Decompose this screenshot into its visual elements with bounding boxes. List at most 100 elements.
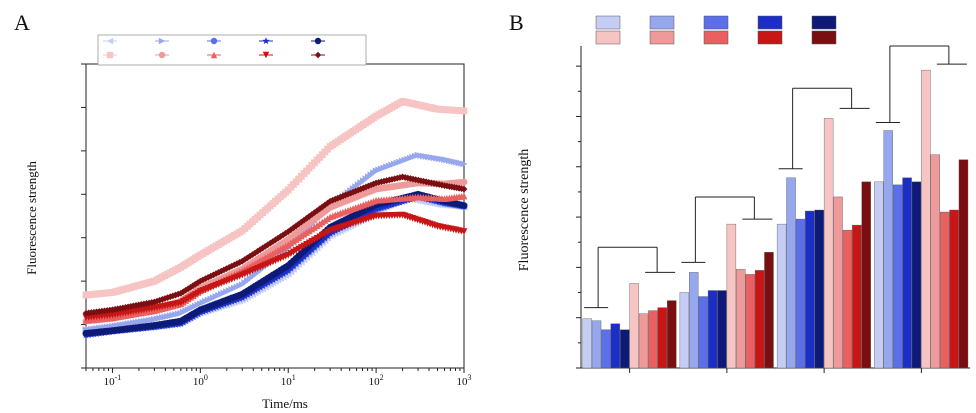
- series-marker: [460, 202, 468, 209]
- bar-ck4-o: [591, 320, 602, 369]
- series-marker: [297, 254, 306, 263]
- series-marker: [334, 194, 342, 202]
- legend-marker-tr13: [314, 51, 322, 59]
- chart-a-ylabel: Fluorescence strength: [24, 161, 39, 275]
- series-marker: [279, 269, 288, 278]
- bar-tr4-i: [833, 196, 843, 369]
- series-marker: [318, 236, 327, 244]
- x-tick-label: 103: [457, 373, 472, 388]
- series-marker: [284, 228, 292, 236]
- chart-b-bars: [582, 69, 969, 369]
- bar-ck4-p: [883, 130, 893, 369]
- bar-ck13-o: [620, 329, 630, 369]
- series-marker: [307, 245, 316, 254]
- bar-tr4-j: [736, 269, 746, 369]
- bar-tr10-j: [754, 270, 765, 369]
- series-marker: [269, 275, 277, 283]
- series-marker: [300, 230, 308, 238]
- series-marker: [367, 181, 375, 189]
- bar-tr4-o: [638, 313, 649, 369]
- chart-b-significance: [584, 45, 967, 309]
- series-marker: [315, 238, 324, 247]
- series-marker: [321, 216, 329, 224]
- series-marker: [460, 228, 468, 236]
- series-marker: [192, 280, 199, 288]
- series-marker: [460, 178, 468, 186]
- series-marker: [289, 261, 298, 270]
- series-marker: [282, 229, 290, 237]
- series-marker: [372, 204, 380, 213]
- x-tick-label: 10-1: [104, 373, 122, 388]
- series-marker: [263, 278, 272, 286]
- series-marker: [311, 209, 318, 217]
- bar-tr10-p: [949, 209, 959, 369]
- series-marker: [460, 192, 468, 200]
- series-marker: [184, 285, 192, 293]
- series-marker: [303, 229, 310, 236]
- series-marker: [261, 280, 270, 288]
- bar-ck7-i: [795, 218, 806, 369]
- series-marker: [377, 203, 386, 211]
- x-tick-label: 102: [369, 373, 384, 388]
- series-marker: [310, 243, 319, 251]
- series-marker: [297, 232, 305, 240]
- series-marker: [318, 218, 326, 226]
- bar-tr7-o: [648, 310, 658, 369]
- bar-ck4-i: [786, 177, 796, 369]
- legend-swatch-ck13: [811, 15, 837, 30]
- legend-swatch-tr7: [703, 30, 729, 45]
- series-marker: [359, 211, 368, 220]
- series-marker: [294, 257, 303, 265]
- legend-marker-ck1: [106, 37, 114, 45]
- series-marker: [238, 257, 246, 265]
- bar-tr13-o: [667, 300, 677, 369]
- bar-tr7-j: [745, 274, 755, 369]
- series-marker: [326, 197, 334, 205]
- bar-ck10-j: [707, 290, 718, 369]
- series-marker: [313, 240, 321, 249]
- legend-swatch-ck4: [649, 15, 675, 30]
- series-marker: [179, 288, 187, 296]
- series-marker: [290, 224, 297, 232]
- series-marker: [286, 264, 295, 272]
- series-marker: [194, 279, 202, 287]
- significance-bracket: [681, 196, 773, 263]
- series-marker: [292, 259, 300, 268]
- series-marker: [266, 277, 275, 285]
- series-marker: [305, 213, 313, 220]
- series-marker: [369, 206, 378, 214]
- series-marker: [212, 270, 220, 278]
- bar-tr10-o: [657, 307, 668, 369]
- bar-ck1-p: [874, 181, 884, 369]
- series-marker: [364, 209, 373, 217]
- series-marker: [284, 266, 293, 275]
- bar-ck13-p: [911, 181, 922, 369]
- significance-bracket: [778, 87, 870, 170]
- series-marker: [302, 250, 311, 258]
- chart-b: Fluorescence strength: [517, 15, 970, 373]
- series-marker: [271, 274, 280, 282]
- chart-a-axes: 10-1 100 101 102 103: [81, 63, 472, 388]
- legend-marker-tr7: [210, 51, 218, 59]
- series-marker: [460, 107, 468, 115]
- bar-ck10-p: [902, 177, 912, 369]
- series-marker: [274, 272, 282, 281]
- series-marker: [204, 273, 212, 281]
- series-marker: [321, 233, 329, 242]
- chart-a: 10-1 100 101 102 103 Time/ms Fluorescence st…: [24, 34, 472, 411]
- series-marker: [370, 180, 377, 188]
- series-marker: [249, 251, 256, 259]
- legend-marker-tr1: [106, 51, 114, 59]
- bar-tr13-j: [764, 252, 774, 369]
- legend-swatch-ck7: [703, 15, 729, 30]
- series-marker: [177, 289, 185, 297]
- series-marker: [292, 236, 300, 243]
- series-marker: [169, 292, 177, 300]
- bar-ck10-i: [805, 210, 815, 369]
- series-marker: [385, 201, 394, 209]
- series-marker: [318, 203, 326, 211]
- legend-frame: [97, 34, 367, 66]
- bar-tr13-p: [958, 159, 969, 369]
- series-marker: [460, 160, 468, 168]
- series-marker: [281, 268, 290, 276]
